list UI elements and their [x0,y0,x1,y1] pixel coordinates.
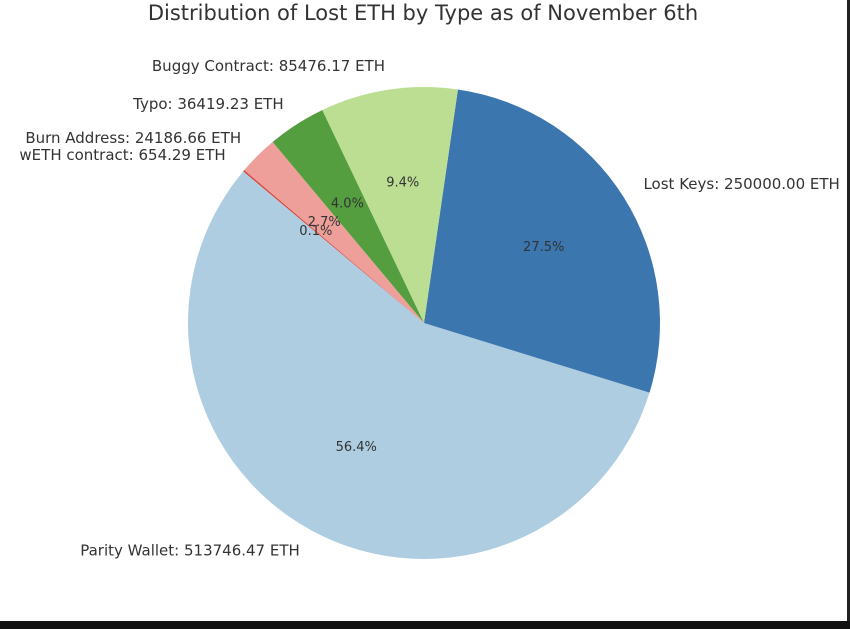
pct-label: 27.5% [523,240,564,255]
slice-label: Lost Keys: 250000.00 ETH [643,175,839,193]
pie-slice [188,171,650,559]
pct-label: 0.1% [299,224,332,239]
slice-label: Parity Wallet: 513746.47 ETH [80,541,300,559]
chart-title: Distribution of Lost ETH by Type as of N… [148,1,698,25]
right-border [847,0,850,621]
pie-slice [244,142,424,323]
bottom-bar [0,621,850,629]
slice-label: Buggy Contract: 85476.17 ETH [152,57,385,75]
pie-slice [322,87,458,324]
slice-label: Burn Address: 24186.66 ETH [25,129,241,147]
pct-label: 2.7% [308,215,341,230]
pie-slice [272,110,424,323]
pie-slice [243,170,424,323]
slice-label: Typo: 36419.23 ETH [132,95,283,113]
pct-label: 56.4% [336,440,377,455]
pct-label: 4.0% [331,196,364,211]
pie-slice [424,89,661,393]
slice-label: wETH contract: 654.29 ETH [19,146,225,164]
pct-label: 9.4% [386,176,419,191]
